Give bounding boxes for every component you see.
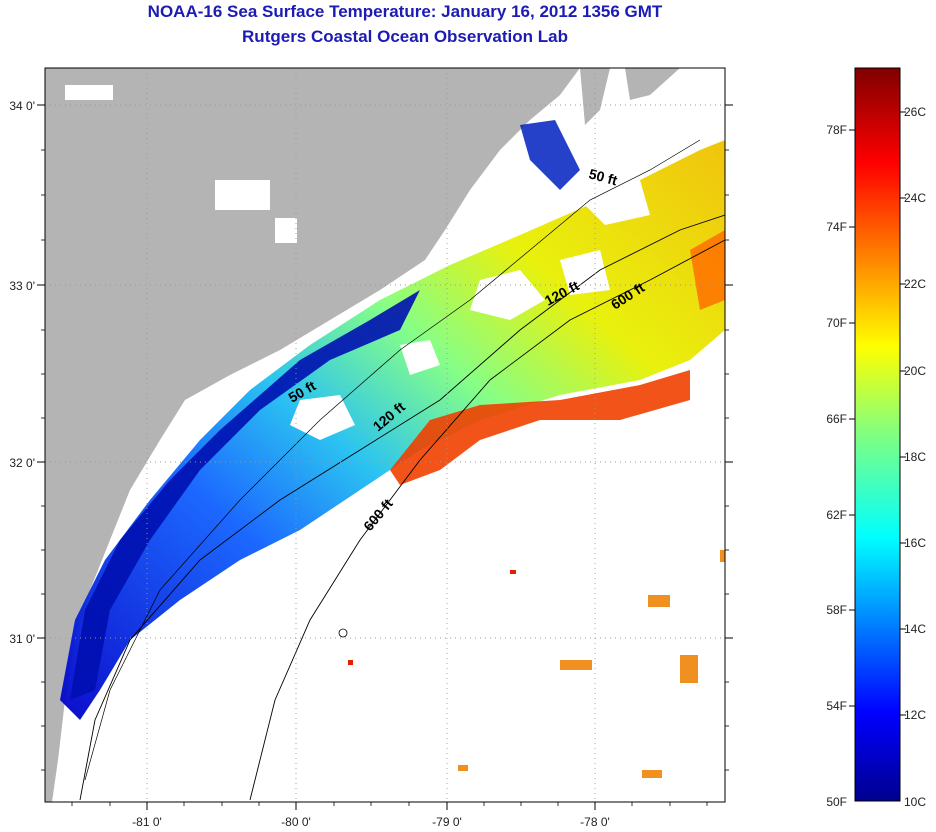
map-title: NOAA-16 Sea Surface Temperature: January…	[147, 2, 663, 21]
map-subtitle: Rutgers Coastal Ocean Observation Lab	[242, 27, 568, 46]
colorbar-c-label: 18C	[904, 450, 926, 464]
lon-label: -79 0'	[432, 815, 462, 829]
colorbar-f-label: 66F	[826, 412, 847, 426]
lat-label: 33 0'	[9, 279, 35, 293]
lat-label: 31 0'	[9, 632, 35, 646]
colorbar-c-label: 22C	[904, 277, 926, 291]
colorbar-f-label: 74F	[826, 220, 847, 234]
colorbar-c-label: 26C	[904, 105, 926, 119]
colorbar-c-label: 24C	[904, 191, 926, 205]
colorbar-c-label: 20C	[904, 364, 926, 378]
colorbar-f-label: 62F	[826, 508, 847, 522]
colorbar-f-label: 58F	[826, 603, 847, 617]
contour-label-50ft: 50 ft	[587, 165, 619, 188]
lon-label: -80 0'	[281, 815, 311, 829]
lat-label: 32 0'	[9, 456, 35, 470]
colorbar: 78F 74F 70F 66F 62F 58F 54F 50F 26C 24C …	[826, 67, 926, 809]
lat-label: 34 0'	[9, 99, 35, 113]
colorbar-c-label: 14C	[904, 622, 926, 636]
colorbar-f-label: 78F	[826, 123, 847, 137]
colorbar-c-label: 16C	[904, 536, 926, 550]
map-border	[44, 67, 726, 803]
land-area	[45, 68, 580, 802]
colorbar-c-label: 12C	[904, 708, 926, 722]
lon-label: -81 0'	[132, 815, 162, 829]
colorbar-c-label: 10C	[904, 795, 926, 809]
colorbar-f-label: 70F	[826, 316, 847, 330]
colorbar-f-label: 54F	[826, 699, 847, 713]
lon-label: -78 0'	[580, 815, 610, 829]
colorbar-f-label: 50F	[826, 795, 847, 809]
map-panel: 50 ft 50 ft 120 ft 120 ft 600 ft 600 ft	[45, 68, 725, 802]
